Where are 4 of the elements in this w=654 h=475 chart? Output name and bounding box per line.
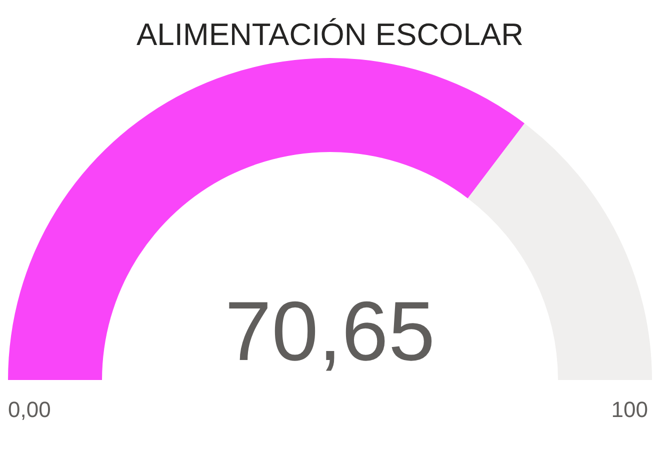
text: 100	[611, 397, 648, 422]
chart-title: ALIMENTACIÓN ESCOLAR	[136, 17, 524, 52]
text: 0,00	[8, 397, 51, 422]
text: 70,65	[224, 284, 436, 378]
